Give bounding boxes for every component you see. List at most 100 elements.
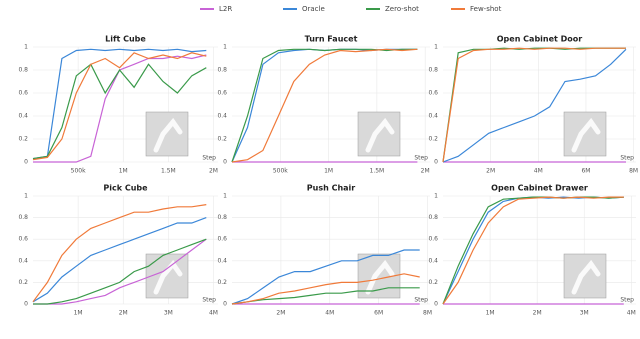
y-tick-label: 1	[434, 193, 438, 200]
y-tick-label: 1	[24, 193, 28, 200]
x-axis-label: Step	[202, 297, 216, 304]
task-thumbnail	[563, 253, 607, 299]
series-line	[442, 196, 624, 305]
x-tick-label: 500k	[273, 168, 288, 175]
x-tick-label: 2M	[533, 310, 542, 317]
series-line	[231, 287, 420, 305]
legend-label: Zero-shot	[385, 5, 419, 13]
x-tick-label: 3M	[580, 310, 589, 317]
y-tick-label: 0.6	[18, 90, 28, 97]
y-tick-label: 0.4	[428, 257, 438, 264]
chart-title: Open Cabinet Door	[497, 35, 583, 44]
series-line	[231, 273, 420, 305]
y-tick-label: 0	[24, 159, 28, 166]
chart-title: Pick Cube	[103, 184, 148, 193]
x-tick-label: 1M	[486, 310, 495, 317]
y-tick-label: 0	[223, 159, 227, 166]
legend-label: Few-shot	[470, 5, 502, 13]
x-axis-label: Step	[414, 297, 428, 304]
task-thumbnail	[563, 111, 607, 157]
y-tick-label: 0.2	[428, 136, 438, 143]
series-line	[33, 238, 207, 305]
y-tick-label: 0.4	[18, 113, 28, 120]
x-tick-label: 1M	[119, 168, 128, 175]
task-thumbnail	[145, 111, 189, 157]
y-tick-label: 0.2	[217, 279, 227, 286]
x-tick-label: 4M	[627, 310, 636, 317]
series-line	[442, 47, 626, 163]
chart-title: Turn Faucet	[305, 35, 358, 44]
y-tick-label: 0	[223, 301, 227, 308]
series-line	[231, 48, 418, 163]
y-tick-label: 0.8	[217, 214, 227, 221]
y-tick-label: 0	[434, 159, 438, 166]
y-tick-label: 0.6	[217, 90, 227, 97]
x-tick-label: 2M	[276, 310, 285, 317]
y-tick-label: 0.4	[428, 113, 438, 120]
series-line	[442, 48, 627, 163]
y-tick-label: 0.6	[18, 236, 28, 243]
x-tick-label: 1.5M	[161, 168, 176, 175]
y-tick-label: 0.8	[428, 67, 438, 74]
chart-title: Lift Cube	[105, 35, 146, 44]
y-tick-label: 0	[434, 301, 438, 308]
y-tick-label: 0.8	[217, 67, 227, 74]
legend-label: L2R	[219, 5, 232, 13]
series-line	[32, 217, 207, 303]
chart-title: Open Cabinet Drawer	[491, 184, 588, 193]
robot-arm-icon	[365, 259, 395, 295]
series-line	[32, 48, 207, 160]
chart-title: Push Chair	[307, 184, 356, 193]
x-tick-label: 8M	[423, 310, 432, 317]
y-tick-label: 0.4	[217, 257, 227, 264]
x-tick-label: 500k	[71, 168, 86, 175]
x-tick-label: 6M	[374, 310, 383, 317]
series-line	[442, 196, 624, 305]
x-tick-label: 6M	[581, 168, 590, 175]
y-tick-label: 0.8	[428, 214, 438, 221]
robot-arm-icon	[153, 117, 183, 153]
x-tick-label: 1.5M	[370, 168, 385, 175]
y-tick-label: 1	[223, 193, 227, 200]
y-tick-label: 1	[223, 44, 227, 51]
legend-label: Oracle	[302, 5, 325, 13]
x-axis-label: Step	[202, 155, 216, 162]
y-tick-label: 0.8	[18, 214, 28, 221]
y-tick-label: 0.6	[428, 90, 438, 97]
y-tick-label: 0	[24, 301, 28, 308]
x-axis-label: Step	[620, 155, 634, 162]
series-line	[32, 63, 207, 160]
robot-arm-icon	[571, 117, 601, 153]
y-tick-label: 0.4	[18, 257, 28, 264]
x-axis-label: Step	[620, 297, 634, 304]
x-tick-label: 3M	[164, 310, 173, 317]
x-axis-label: Step	[414, 155, 428, 162]
y-tick-label: 1	[434, 44, 438, 51]
robot-arm-icon	[153, 259, 183, 295]
y-tick-label: 0.8	[18, 67, 28, 74]
y-tick-label: 0.2	[217, 136, 227, 143]
x-tick-label: 1M	[74, 310, 83, 317]
robot-arm-icon	[365, 117, 395, 153]
x-tick-label: 2M	[486, 168, 495, 175]
y-tick-label: 0.2	[18, 136, 28, 143]
x-tick-label: 4M	[209, 310, 218, 317]
series-line	[33, 238, 207, 305]
x-tick-label: 2M	[209, 168, 218, 175]
x-tick-label: 4M	[325, 310, 334, 317]
series-line	[231, 249, 420, 305]
series-line	[32, 52, 207, 161]
y-tick-label: 0.2	[18, 279, 28, 286]
y-tick-label: 0.4	[217, 113, 227, 120]
y-tick-label: 0.2	[428, 279, 438, 286]
series-line	[231, 48, 418, 163]
y-tick-label: 1	[24, 44, 28, 51]
y-tick-label: 0.6	[428, 236, 438, 243]
x-tick-label: 2M	[421, 168, 430, 175]
robot-arm-icon	[571, 259, 601, 295]
x-tick-label: 1M	[324, 168, 333, 175]
x-tick-label: 8M	[629, 168, 638, 175]
y-tick-label: 0.6	[217, 236, 227, 243]
x-tick-label: 2M	[119, 310, 128, 317]
